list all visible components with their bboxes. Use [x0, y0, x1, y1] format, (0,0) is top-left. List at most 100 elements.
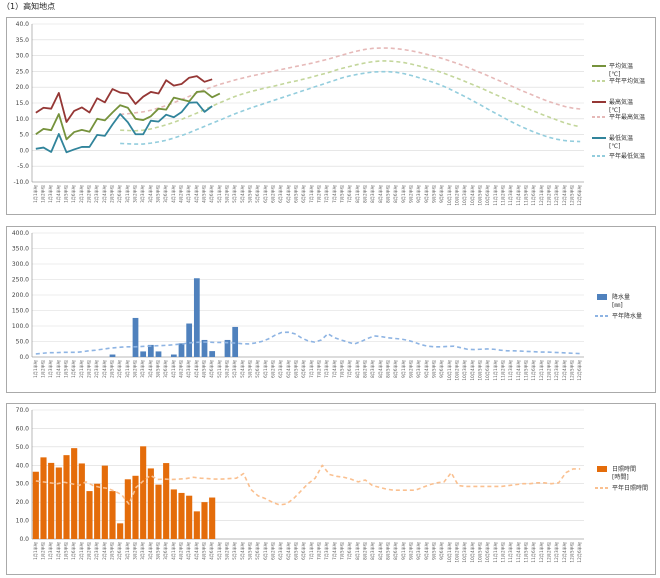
- x-tick-label: 5月5半旬: [247, 542, 254, 560]
- x-tick-label: 11月3半旬: [507, 542, 514, 563]
- x-tick-label: 10月3半旬: [461, 360, 468, 381]
- x-tick-label: 11月4半旬: [515, 542, 522, 563]
- x-tick-label: 2月3半旬: [93, 542, 100, 560]
- x-tick-label: 4月1半旬: [170, 360, 177, 378]
- x-tick-label: 7月4半旬: [331, 185, 338, 203]
- x-tick-label: 4月3半旬: [185, 360, 192, 378]
- x-tick-label: 11月5半旬: [523, 360, 530, 381]
- sun-bar: [86, 491, 93, 539]
- x-tick-label: 11月3半旬: [507, 360, 514, 381]
- x-tick-label: 10月4半旬: [469, 360, 476, 381]
- y-tick-label: 10.0: [16, 518, 30, 525]
- y-tick-label: 300.0: [12, 261, 29, 268]
- x-tick-label: 5月4半旬: [239, 542, 246, 560]
- x-tick-label: 7月6半旬: [346, 542, 353, 560]
- x-tick-label: 2月6半旬: [116, 360, 123, 378]
- sun-bar: [155, 484, 162, 539]
- x-tick-label: 1月2半旬: [40, 542, 47, 560]
- x-tick-label: 7月5半旬: [339, 185, 346, 203]
- x-tick-label: 2月1半旬: [78, 185, 85, 203]
- x-tick-label: 7月3半旬: [323, 185, 330, 203]
- x-tick-label: 5月3半旬: [231, 542, 238, 560]
- sun-bar: [140, 446, 147, 539]
- x-tick-label: 11月4半旬: [515, 360, 522, 381]
- x-tick-label: 1月1半旬: [32, 542, 39, 560]
- y-tick-label: 50.0: [16, 444, 30, 451]
- x-tick-label: 1月4半旬: [55, 185, 62, 203]
- x-tick-label: 6月6半旬: [300, 360, 307, 378]
- y-tick-label: 100.0: [12, 323, 29, 330]
- x-tick-label: 1月1半旬: [32, 360, 39, 378]
- x-tick-label: 3月5半旬: [155, 360, 162, 378]
- x-tick-label: 2月2半旬: [86, 360, 93, 378]
- sun-bar: [71, 448, 78, 539]
- legend-swatch-sun: [597, 466, 607, 472]
- sun-bar: [170, 489, 177, 539]
- x-tick-label: 8月5半旬: [385, 185, 392, 203]
- x-tick-label: 11月5半旬: [523, 185, 530, 206]
- x-tick-label: 9月3半旬: [415, 360, 422, 378]
- x-tick-label: 10月3半旬: [461, 185, 468, 206]
- x-tick-label: 12月6半旬: [576, 542, 583, 563]
- x-tick-label: 9月1半旬: [400, 542, 407, 560]
- x-tick-label: 6月3半旬: [277, 360, 284, 378]
- x-tick-label: 4月5半旬: [201, 542, 208, 560]
- x-tick-label: 1月3半旬: [47, 360, 54, 378]
- x-tick-label: 3月6半旬: [162, 185, 169, 203]
- x-tick-label: 4月6半旬: [208, 542, 215, 560]
- x-tick-label: 9月4半旬: [423, 542, 430, 560]
- x-tick-label: 8月4半旬: [377, 185, 384, 203]
- x-tick-label: 9月5半旬: [431, 542, 438, 560]
- x-tick-label: 3月2半旬: [132, 185, 139, 203]
- y-tick-label: 30.0: [16, 53, 30, 60]
- precip-bar: [132, 317, 139, 357]
- x-tick-label: 3月5半旬: [155, 542, 162, 560]
- x-tick-label: 7月5半旬: [339, 542, 346, 560]
- line-max_normal: [120, 47, 581, 116]
- x-tick-label: 4月2半旬: [178, 185, 185, 203]
- y-tick-label: 35.0: [16, 37, 30, 44]
- y-tick-label: 70.0: [16, 407, 30, 414]
- x-tick-label: 2月6半旬: [116, 542, 123, 560]
- line-precip-normal: [35, 331, 581, 355]
- y-tick-label: 150.0: [12, 308, 29, 315]
- x-tick-label: 8月3半旬: [369, 185, 376, 203]
- x-tick-label: 5月1半旬: [216, 185, 223, 203]
- x-tick-label: 12月1半旬: [538, 542, 545, 563]
- x-tick-label: 1月5半旬: [63, 185, 70, 203]
- x-tick-label: 8月4半旬: [377, 542, 384, 560]
- legend-label-avg: 平均気温: [609, 62, 633, 70]
- x-tick-label: 9月1半旬: [400, 185, 407, 203]
- x-tick-label: 8月1半旬: [354, 360, 361, 378]
- x-tick-label: 2月6半旬: [116, 185, 123, 203]
- x-tick-label: 9月5半旬: [431, 360, 438, 378]
- y-tick-label: 5.0: [19, 132, 29, 139]
- x-tick-label: 7月6半旬: [346, 360, 353, 378]
- x-tick-label: 6月4半旬: [285, 185, 292, 203]
- x-tick-label: 10月2半旬: [454, 360, 461, 381]
- x-tick-label: 5月6半旬: [254, 542, 261, 560]
- precip-bar: [209, 351, 216, 357]
- x-tick-label: 9月4半旬: [423, 360, 430, 378]
- x-tick-label: 6月1半旬: [262, 185, 269, 203]
- legend-label-min: 最低気温: [609, 134, 633, 142]
- sun-bar: [193, 511, 200, 539]
- line-sun-normal: [35, 464, 581, 506]
- y-tick-label: 50.0: [16, 339, 30, 346]
- x-tick-label: 6月3半旬: [277, 185, 284, 203]
- x-tick-label: 6月5半旬: [293, 185, 300, 203]
- legend-label-sun: 日照時間: [612, 465, 636, 473]
- x-tick-label: 3月4半旬: [147, 185, 154, 203]
- x-tick-label: 10月1半旬: [446, 542, 453, 563]
- x-tick-label: 6月4半旬: [285, 542, 292, 560]
- sun-bar: [109, 491, 116, 539]
- line-min_normal: [120, 70, 581, 145]
- precip-bar: [193, 278, 200, 357]
- x-tick-label: 7月4半旬: [331, 360, 338, 378]
- x-tick-label: 5月6半旬: [254, 185, 261, 203]
- x-tick-label: 12月2半旬: [546, 360, 553, 381]
- y-tick-label: -10.0: [13, 179, 29, 186]
- sun-bar: [63, 455, 70, 539]
- x-tick-label: 12月5半旬: [569, 185, 576, 206]
- x-tick-label: 11月2半旬: [500, 542, 507, 563]
